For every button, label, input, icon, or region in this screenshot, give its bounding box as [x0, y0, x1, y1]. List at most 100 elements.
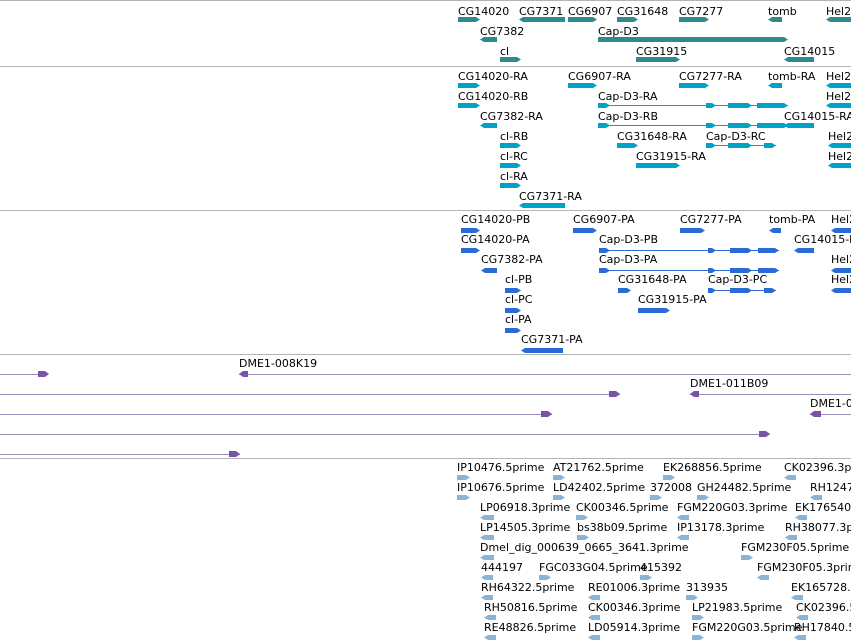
- gene-glyph[interactable]: [458, 17, 480, 22]
- transcript-glyph[interactable]: [768, 83, 782, 88]
- est-glyph[interactable]: [539, 575, 551, 580]
- transcript-glyph[interactable]: [706, 143, 716, 148]
- protein-glyph[interactable]: [599, 268, 610, 273]
- transcript-glyph[interactable]: [636, 163, 680, 168]
- est-glyph[interactable]: [480, 515, 494, 520]
- transcript-glyph[interactable]: [458, 103, 480, 108]
- gene-glyph[interactable]: [519, 17, 565, 22]
- est-glyph[interactable]: [794, 635, 806, 640]
- est-glyph[interactable]: [692, 615, 704, 620]
- gene-glyph[interactable]: [598, 37, 788, 42]
- protein-glyph[interactable]: [794, 248, 814, 253]
- est-glyph[interactable]: [553, 475, 565, 480]
- transcript-glyph[interactable]: [728, 103, 752, 108]
- clone-glyph[interactable]: [609, 391, 620, 397]
- protein-glyph[interactable]: [505, 288, 521, 293]
- transcript-glyph[interactable]: [617, 143, 638, 148]
- transcript-glyph[interactable]: [784, 123, 814, 128]
- transcript-glyph[interactable]: [764, 143, 776, 148]
- protein-glyph[interactable]: [505, 328, 521, 333]
- est-glyph[interactable]: [796, 615, 808, 620]
- est-glyph[interactable]: [741, 555, 753, 560]
- gene-glyph[interactable]: [617, 17, 638, 22]
- transcript-glyph[interactable]: [828, 163, 851, 168]
- est-glyph[interactable]: [795, 515, 807, 520]
- protein-glyph[interactable]: [461, 248, 480, 253]
- est-glyph[interactable]: [457, 495, 470, 500]
- transcript-glyph[interactable]: [598, 103, 610, 108]
- transcript-glyph[interactable]: [728, 123, 752, 128]
- est-glyph[interactable]: [484, 635, 496, 640]
- est-glyph[interactable]: [650, 495, 662, 500]
- est-glyph[interactable]: [484, 615, 496, 620]
- transcript-glyph[interactable]: [706, 123, 716, 128]
- clone-glyph[interactable]: [759, 431, 770, 437]
- protein-glyph[interactable]: [708, 268, 716, 273]
- protein-glyph[interactable]: [730, 288, 752, 293]
- est-glyph[interactable]: [576, 515, 588, 520]
- est-glyph[interactable]: [785, 535, 797, 540]
- protein-glyph[interactable]: [638, 308, 670, 313]
- est-glyph[interactable]: [481, 595, 493, 600]
- protein-glyph[interactable]: [573, 228, 597, 233]
- transcript-glyph[interactable]: [458, 83, 480, 88]
- est-glyph[interactable]: [577, 535, 589, 540]
- protein-glyph[interactable]: [769, 228, 781, 233]
- protein-glyph[interactable]: [730, 248, 752, 253]
- transcript-glyph[interactable]: [706, 103, 716, 108]
- protein-glyph[interactable]: [521, 348, 563, 353]
- protein-glyph[interactable]: [730, 268, 752, 273]
- protein-glyph[interactable]: [831, 268, 851, 273]
- transcript-glyph[interactable]: [480, 123, 497, 128]
- est-glyph[interactable]: [481, 575, 493, 580]
- transcript-glyph[interactable]: [757, 103, 788, 108]
- protein-glyph[interactable]: [461, 228, 480, 233]
- transcript-glyph[interactable]: [500, 183, 521, 188]
- est-glyph[interactable]: [697, 495, 709, 500]
- transcript-glyph[interactable]: [826, 83, 851, 88]
- clone-glyph[interactable]: [541, 411, 552, 417]
- clone-glyph[interactable]: [38, 371, 49, 377]
- est-glyph[interactable]: [588, 595, 600, 600]
- transcript-glyph[interactable]: [826, 103, 851, 108]
- transcript-glyph[interactable]: [728, 143, 752, 148]
- transcript-glyph[interactable]: [500, 163, 521, 168]
- gene-glyph[interactable]: [784, 57, 814, 62]
- protein-glyph[interactable]: [831, 228, 851, 233]
- transcript-glyph[interactable]: [679, 83, 709, 88]
- est-glyph[interactable]: [791, 595, 803, 600]
- clone-glyph[interactable]: [229, 451, 240, 457]
- gene-glyph[interactable]: [480, 37, 497, 42]
- clone-glyph[interactable]: [239, 371, 248, 377]
- protein-glyph[interactable]: [505, 308, 521, 313]
- est-glyph[interactable]: [686, 595, 698, 600]
- protein-glyph[interactable]: [680, 228, 705, 233]
- protein-glyph[interactable]: [708, 248, 716, 253]
- protein-glyph[interactable]: [618, 288, 631, 293]
- gene-glyph[interactable]: [500, 57, 521, 62]
- transcript-glyph[interactable]: [828, 143, 851, 148]
- est-glyph[interactable]: [480, 555, 494, 560]
- gene-glyph[interactable]: [568, 17, 597, 22]
- protein-glyph[interactable]: [831, 288, 851, 293]
- est-glyph[interactable]: [588, 615, 600, 620]
- est-glyph[interactable]: [457, 475, 470, 480]
- clone-glyph[interactable]: [810, 411, 821, 417]
- clone-glyph[interactable]: [690, 391, 699, 397]
- est-glyph[interactable]: [692, 635, 704, 640]
- protein-glyph[interactable]: [481, 268, 497, 273]
- est-glyph[interactable]: [663, 475, 675, 480]
- protein-glyph[interactable]: [758, 268, 779, 273]
- gene-glyph[interactable]: [768, 17, 782, 22]
- gene-glyph[interactable]: [636, 57, 680, 62]
- est-glyph[interactable]: [677, 535, 689, 540]
- transcript-glyph[interactable]: [500, 143, 521, 148]
- est-glyph[interactable]: [480, 535, 494, 540]
- est-glyph[interactable]: [553, 495, 565, 500]
- est-glyph[interactable]: [677, 515, 689, 520]
- protein-glyph[interactable]: [599, 248, 610, 253]
- gene-glyph[interactable]: [826, 17, 851, 22]
- transcript-glyph[interactable]: [568, 83, 597, 88]
- est-glyph[interactable]: [810, 495, 822, 500]
- est-glyph[interactable]: [588, 635, 600, 640]
